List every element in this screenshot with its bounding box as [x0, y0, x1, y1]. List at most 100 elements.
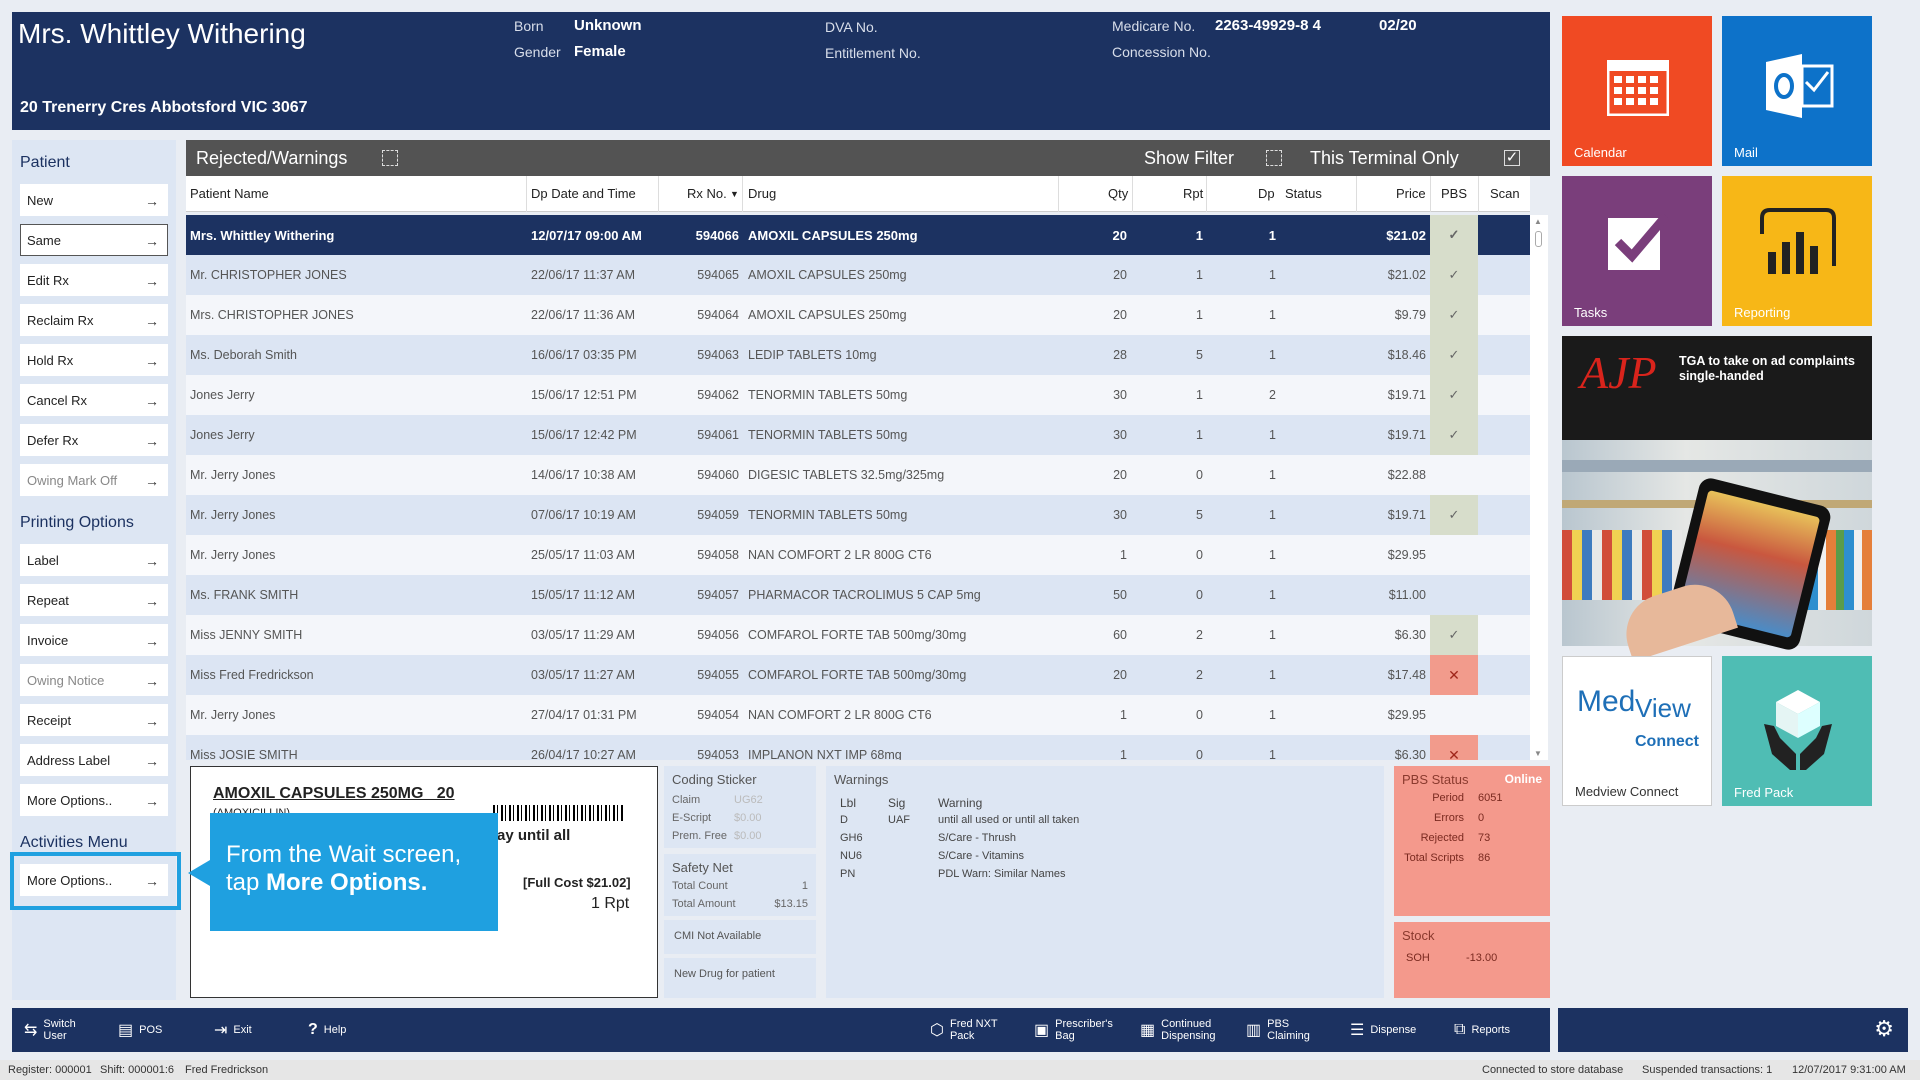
- cell-dp: 1: [1269, 348, 1276, 362]
- table-row[interactable]: Mr. Jerry Jones 14/06/17 10:38 AM 594060 DI…: [186, 455, 1530, 495]
- tasks-tile[interactable]: Tasks: [1562, 176, 1712, 326]
- prescribers-bag-button[interactable]: ▣ Prescriber's Bag: [1034, 1008, 1119, 1052]
- col-rx-no[interactable]: Rx No.: [687, 186, 727, 201]
- cell-price: $29.95: [1387, 548, 1426, 562]
- calendar-tile[interactable]: Calendar: [1562, 16, 1712, 166]
- new-button[interactable]: New →: [20, 184, 168, 216]
- fredpack-tile[interactable]: Fred Pack: [1722, 656, 1872, 806]
- col-pbs[interactable]: PBS: [1441, 186, 1468, 201]
- bottom-toolbar: ⇆ Switch User ▤ POS ⇥ Exit ? Help ⬡ Fred NXT …: [12, 1008, 1550, 1052]
- gender-value: Female: [574, 43, 626, 60]
- table-row[interactable]: Mr. CHRISTOPHER JONES 22/06/17 11:37 AM 59…: [186, 255, 1530, 295]
- table-row[interactable]: Jones Jerry 15/06/17 12:42 PM 594061 TENORM…: [186, 415, 1530, 455]
- cell-qty: 20: [1113, 668, 1127, 682]
- show-filter-checkbox[interactable]: [1266, 150, 1282, 166]
- cell-rx: 594065: [697, 268, 739, 282]
- claim-value: UG62: [734, 794, 763, 806]
- col-drug[interactable]: Drug: [748, 186, 777, 201]
- continued-dispensing-button[interactable]: ▦ Continued Dispensing: [1140, 1008, 1225, 1052]
- table-row[interactable]: Mr. Jerry Jones 25/05/17 11:03 AM 594058 NA…: [186, 535, 1530, 575]
- pbs-error-icon: ✕: [1430, 735, 1478, 760]
- stock-title: Stock: [1402, 928, 1435, 943]
- pbs-claiming-button[interactable]: ▥ PBS Claiming: [1246, 1008, 1319, 1052]
- calendar-icon: [1607, 60, 1669, 116]
- table-row[interactable]: Jones Jerry 15/06/17 12:51 PM 594062 TENORM…: [186, 375, 1530, 415]
- col-dp[interactable]: Dp: [1258, 186, 1275, 201]
- arrow-right-icon: →: [145, 753, 159, 769]
- callout-pointer: [188, 860, 210, 886]
- col-rpt[interactable]: Rpt: [1183, 186, 1204, 201]
- cell-drug: TENORMIN TABLETS 50mg: [748, 428, 908, 442]
- exit-button[interactable]: ⇥ Exit: [214, 1008, 252, 1052]
- table-row[interactable]: Ms. FRANK SMITH 15/05/17 11:12 AM 594057 PH…: [186, 575, 1530, 615]
- reclaim-rx-label: Reclaim Rx: [27, 313, 94, 328]
- reporting-tile[interactable]: Reporting: [1722, 176, 1872, 326]
- owing-mark-off-button[interactable]: Owing Mark Off →: [20, 464, 168, 496]
- pbs-check-icon: ✓: [1430, 615, 1478, 655]
- col-dp-date[interactable]: Dp Date and Time: [531, 186, 636, 201]
- table-row[interactable]: Mrs. Whittley Withering 12/07/17 09:00 AM…: [186, 215, 1530, 255]
- same-button[interactable]: Same →: [20, 224, 168, 256]
- table-row[interactable]: Miss Fred Fredrickson 03/05/17 11:27 AM 59…: [186, 655, 1530, 695]
- cell-date: 15/06/17 12:51 PM: [531, 388, 637, 402]
- col-patient-name[interactable]: Patient Name: [190, 186, 269, 201]
- table-row[interactable]: Mr. Jerry Jones 27/04/17 01:31 PM 594054 NA…: [186, 695, 1530, 735]
- claim-label: Claim: [672, 794, 701, 806]
- help-button[interactable]: ? Help: [308, 1008, 346, 1052]
- warning-warn: S/Care - Thrush: [938, 832, 1017, 844]
- hold-rx-button[interactable]: Hold Rx →: [20, 344, 168, 376]
- cell-date: 16/06/17 03:35 PM: [531, 348, 637, 362]
- scroll-up-icon[interactable]: ▲: [1534, 217, 1542, 226]
- cell-date: 03/05/17 11:29 AM: [531, 628, 636, 642]
- help-label: Help: [323, 1024, 347, 1036]
- printing-more-options-button[interactable]: More Options.. →: [20, 784, 168, 816]
- table-row[interactable]: Miss JOSIE SMITH 26/04/17 10:27 AM 594053 I…: [186, 735, 1530, 760]
- mail-tile[interactable]: Mail: [1722, 16, 1872, 166]
- col-status[interactable]: Status: [1285, 186, 1322, 201]
- warning-lbl: PN: [840, 868, 856, 880]
- table-row[interactable]: Miss JENNY SMITH 03/05/17 11:29 AM 594056 C…: [186, 615, 1530, 655]
- cmi-panel[interactable]: CMI Not Available: [664, 920, 816, 954]
- col-qty[interactable]: Qty: [1108, 186, 1129, 201]
- reclaim-rx-button[interactable]: Reclaim Rx →: [20, 304, 168, 336]
- repeat-button[interactable]: Repeat →: [20, 584, 168, 616]
- scroll-down-icon[interactable]: ▼: [1534, 749, 1542, 758]
- table-row[interactable]: Mrs. CHRISTOPHER JONES 22/06/17 11:36 AM 5…: [186, 295, 1530, 335]
- label-button[interactable]: Label →: [20, 544, 168, 576]
- col-price[interactable]: Price: [1396, 186, 1426, 201]
- fred-nxt-pack-button[interactable]: ⬡ Fred NXT Pack: [930, 1008, 1000, 1052]
- switch-user-button[interactable]: ⇆ Switch User: [24, 1008, 83, 1052]
- news-tile[interactable]: AJP TGA to take on ad complaints single-…: [1562, 336, 1872, 662]
- table-row[interactable]: Mr. Jerry Jones 07/06/17 10:19 AM 594059 TE…: [186, 495, 1530, 535]
- address-label-button[interactable]: Address Label →: [20, 744, 168, 776]
- cell-qty: 20: [1113, 308, 1127, 322]
- reports-button[interactable]: ⧉ Reports: [1454, 1008, 1510, 1052]
- cell-rpt: 0: [1196, 468, 1203, 482]
- col-scan[interactable]: Scan: [1490, 186, 1520, 201]
- warning-warn: S/Care - Vitamins: [938, 850, 1024, 862]
- cancel-rx-button[interactable]: Cancel Rx →: [20, 384, 168, 416]
- receipt-button[interactable]: Receipt →: [20, 704, 168, 736]
- dispense-button[interactable]: ☰ Dispense: [1350, 1008, 1416, 1052]
- warnings-col-warning: Warning: [938, 796, 983, 810]
- activities-more-options-button[interactable]: More Options.. →: [20, 864, 168, 896]
- table-row[interactable]: Ms. Deborah Smith 16/06/17 03:35 PM 594063…: [186, 335, 1530, 375]
- edit-rx-button[interactable]: Edit Rx →: [20, 264, 168, 296]
- cell-qty: 1: [1120, 708, 1127, 722]
- pbs-check-icon: ✓: [1430, 415, 1478, 455]
- scroll-thumb[interactable]: [1535, 231, 1542, 247]
- rejected-warnings-checkbox[interactable]: [382, 150, 398, 166]
- invoice-button[interactable]: Invoice →: [20, 624, 168, 656]
- cell-rx: 594053: [697, 748, 739, 760]
- gear-icon[interactable]: ⚙: [1874, 1016, 1894, 1041]
- soh-label: SOH: [1406, 952, 1430, 964]
- owing-notice-button[interactable]: Owing Notice →: [20, 664, 168, 696]
- activities-more-options-label: More Options..: [27, 873, 113, 888]
- terminal-only-checkbox[interactable]: ✓: [1504, 149, 1520, 166]
- table-scrollbar[interactable]: ▲ ▼: [1530, 215, 1548, 760]
- defer-rx-button[interactable]: Defer Rx →: [20, 424, 168, 456]
- cell-rpt: 5: [1196, 348, 1203, 362]
- medview-tile[interactable]: Med View Connect Medview Connect: [1562, 656, 1712, 806]
- cell-name: Mr. Jerry Jones: [190, 468, 276, 482]
- pos-button[interactable]: ▤ POS: [118, 1008, 162, 1052]
